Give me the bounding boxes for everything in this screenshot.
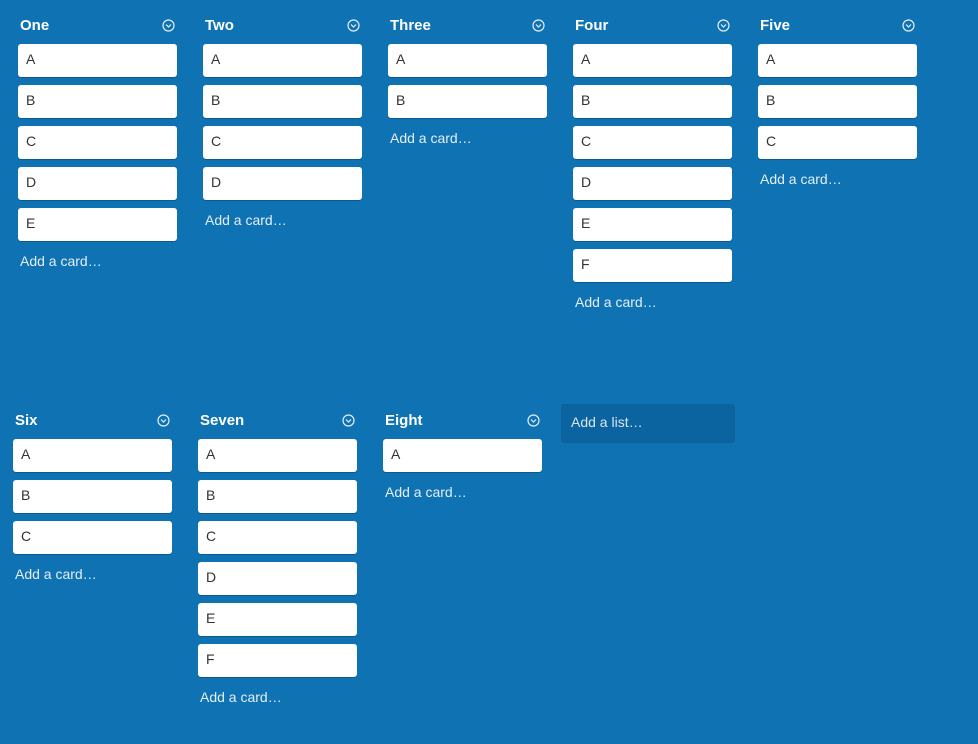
list-title: Seven [200, 412, 245, 429]
card[interactable]: B [573, 85, 732, 118]
list-menu[interactable] [717, 19, 730, 37]
add-list[interactable]: Add a list… [561, 404, 735, 443]
add-card[interactable]: Add a card… [390, 130, 472, 146]
list-menu[interactable] [527, 414, 540, 432]
card[interactable]: D [573, 167, 732, 200]
card[interactable]: A [758, 44, 917, 77]
card[interactable]: A [203, 44, 362, 77]
card[interactable]: B [13, 480, 172, 513]
card[interactable]: A [18, 44, 177, 77]
add-card[interactable]: Add a card… [205, 212, 287, 228]
add-card[interactable]: Add a card… [20, 253, 102, 269]
list-menu[interactable] [342, 414, 355, 432]
list-menu[interactable] [347, 19, 360, 37]
add-card[interactable]: Add a card… [15, 566, 97, 582]
list-title: Three [390, 17, 431, 34]
card[interactable]: E [18, 208, 177, 241]
add-card[interactable]: Add a card… [385, 484, 467, 500]
card[interactable]: B [758, 85, 917, 118]
card[interactable]: A [388, 44, 547, 77]
card[interactable]: A [198, 439, 357, 472]
card[interactable]: C [203, 126, 362, 159]
list-menu[interactable] [162, 19, 175, 37]
card[interactable]: B [18, 85, 177, 118]
list-title: Two [205, 17, 234, 34]
card[interactable]: B [203, 85, 362, 118]
card[interactable]: A [573, 44, 732, 77]
card[interactable]: B [198, 480, 357, 513]
card[interactable]: F [573, 249, 732, 282]
card[interactable]: F [198, 644, 357, 677]
card[interactable]: D [198, 562, 357, 595]
list-title: Five [760, 17, 791, 34]
card[interactable]: E [198, 603, 357, 636]
card[interactable]: C [13, 521, 172, 554]
card[interactable]: C [198, 521, 357, 554]
list-title: Six [15, 412, 38, 429]
add-card[interactable]: Add a card… [200, 689, 282, 705]
add-card[interactable]: Add a card… [575, 294, 657, 310]
list-menu[interactable] [902, 19, 915, 37]
card[interactable]: C [18, 126, 177, 159]
list-title: Eight [385, 412, 423, 429]
add-card[interactable]: Add a card… [760, 171, 842, 187]
card[interactable]: C [758, 126, 917, 159]
card[interactable]: C [573, 126, 732, 159]
card[interactable]: E [573, 208, 732, 241]
card[interactable]: D [18, 167, 177, 200]
list-title: One [20, 17, 50, 34]
list-menu[interactable] [157, 414, 170, 432]
card[interactable]: B [388, 85, 547, 118]
card[interactable]: A [383, 439, 542, 472]
list-menu[interactable] [532, 19, 545, 37]
card[interactable]: A [13, 439, 172, 472]
list-title: Four [575, 17, 609, 34]
card[interactable]: D [203, 167, 362, 200]
